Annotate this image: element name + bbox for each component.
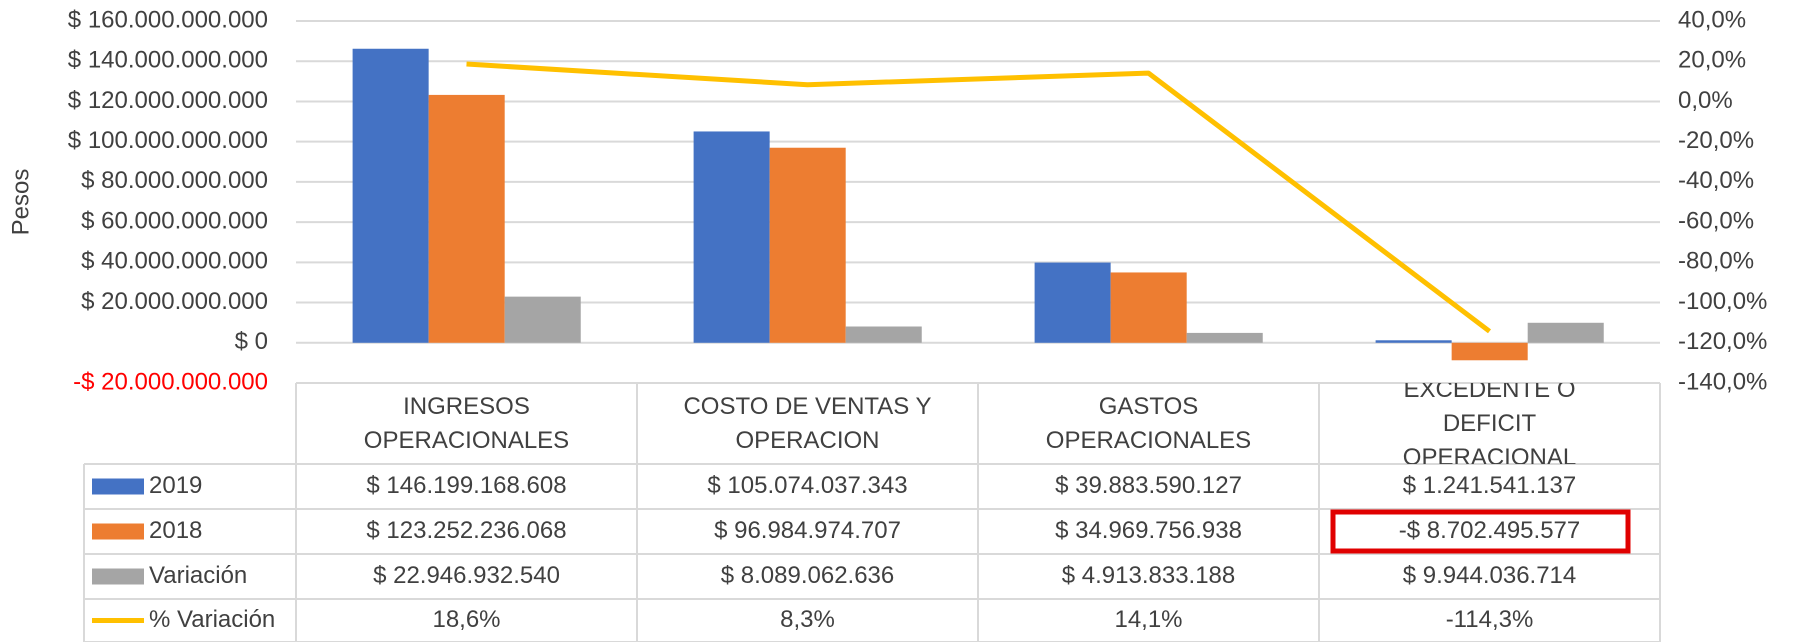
bar: [352, 48, 429, 343]
table-cell: $ 39.883.590.127: [1055, 472, 1242, 499]
table-cell: 14,1%: [1114, 606, 1182, 633]
bar: [1110, 272, 1187, 343]
legend-label: % Variación: [149, 606, 275, 633]
category-label: EXCEDENTE Ó DEFICIT OPERACIONAL: [1402, 383, 1577, 464]
y-tick-label: $ 120.000.000.000: [68, 87, 268, 114]
table-cell: $ 22.946.932.540: [373, 562, 560, 589]
y-tick-label: $ 160.000.000.000: [68, 6, 268, 33]
table-cell: -114,3%: [1446, 606, 1534, 633]
bar: [845, 326, 922, 343]
bar: [1451, 342, 1528, 361]
bar: [428, 94, 505, 343]
legend-label: Variación: [149, 562, 247, 589]
line-series: [466, 61, 1492, 334]
y2-tick-label: -40,0%: [1678, 167, 1754, 194]
table-cell: $ 96.984.974.707: [714, 517, 901, 544]
y2-tick-label: 40,0%: [1678, 6, 1746, 33]
y-tick-label: $ 80.000.000.000: [81, 167, 268, 194]
y-tick-label: $ 40.000.000.000: [81, 248, 268, 275]
y2-tick-label: -80,0%: [1678, 248, 1754, 275]
table-cell: $ 123.252.236.068: [366, 517, 566, 544]
highlight-box: [1330, 509, 1631, 554]
legend-label: 2018: [149, 517, 202, 544]
y-tick-label: $ 60.000.000.000: [81, 207, 268, 234]
category-label: INGRESOS OPERACIONALES: [363, 392, 570, 454]
table-cell: $ 9.944.036.714: [1403, 562, 1577, 589]
legend-label: 2019: [149, 472, 202, 499]
table-cell: 8,3%: [780, 606, 835, 633]
table-cell: $ 146.199.168.608: [366, 472, 566, 499]
y2-tick-label: -140,0%: [1678, 368, 1767, 395]
bar: [1186, 332, 1263, 343]
category-header: INGRESOS OPERACIONALES: [363, 392, 570, 454]
bar: [693, 131, 770, 343]
y-tick-label: -$ 20.000.000.000: [73, 368, 268, 395]
bar: [1034, 262, 1111, 343]
category-label: GASTOS OPERACIONALES: [1045, 392, 1252, 454]
y2-tick-label: -60,0%: [1678, 207, 1754, 234]
category-header: COSTO DE VENTAS Y OPERACION: [683, 392, 932, 454]
y-axis-label: Pesos: [7, 169, 34, 236]
legend-key: [92, 478, 144, 495]
table-cell: $ 8.089.062.636: [721, 562, 895, 589]
bar: [1375, 340, 1452, 343]
table-cell: 18,6%: [432, 606, 500, 633]
bar: [1527, 322, 1604, 343]
y-tick-label: $ 100.000.000.000: [68, 127, 268, 154]
y-tick-label: $ 0: [235, 328, 268, 355]
bar: [504, 296, 581, 343]
y-tick-label: $ 140.000.000.000: [68, 47, 268, 74]
legend-key: [92, 523, 144, 540]
category-header: GASTOS OPERACIONALES: [1045, 392, 1252, 454]
table-cell: -$ 8.702.495.577: [1399, 517, 1581, 544]
category-header: EXCEDENTE Ó DEFICIT OPERACIONAL: [1402, 383, 1577, 464]
table-cell: $ 34.969.756.938: [1055, 517, 1242, 544]
y2-tick-label: 0,0%: [1678, 87, 1733, 114]
table-cell: $ 105.074.037.343: [707, 472, 907, 499]
category-label: COSTO DE VENTAS Y OPERACION: [683, 392, 932, 454]
table-cell: $ 1.241.541.137: [1403, 472, 1577, 499]
bar: [769, 147, 846, 343]
y-tick-label: $ 20.000.000.000: [81, 288, 268, 315]
y2-tick-label: -100,0%: [1678, 288, 1767, 315]
y2-tick-label: 20,0%: [1678, 47, 1746, 74]
y2-tick-label: -20,0%: [1678, 127, 1754, 154]
legend-key: [92, 568, 144, 585]
table-cell: $ 4.913.833.188: [1062, 562, 1236, 589]
y2-tick-label: -120,0%: [1678, 328, 1767, 355]
